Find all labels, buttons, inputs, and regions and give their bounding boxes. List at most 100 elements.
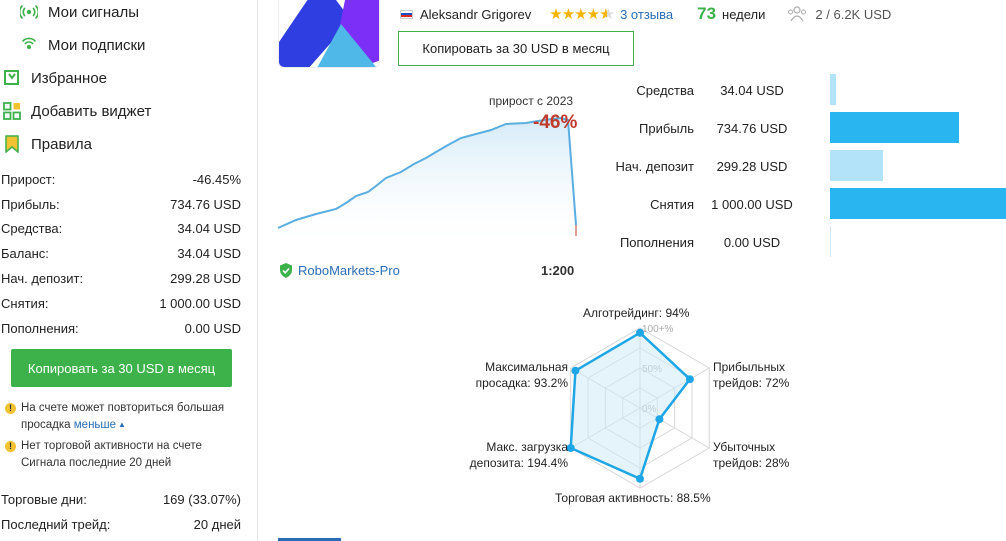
- warning-drawdown: ! На счете может повториться большая про…: [5, 400, 250, 433]
- money-bar: [830, 150, 883, 181]
- nav-label: Мои подписки: [48, 37, 145, 54]
- author-name[interactable]: Aleksandr Grigorev: [420, 7, 531, 22]
- radar-label-line: депозита: 194.4%: [470, 456, 568, 470]
- stat-label: Баланс:: [1, 246, 49, 261]
- favorites-icon: [3, 69, 21, 87]
- nav-my-subscriptions[interactable]: Мои подписки: [20, 33, 145, 57]
- subscribers-info: 2 / 6.2K USD: [787, 6, 891, 22]
- stat-value: -46.45%: [193, 172, 241, 187]
- stat-value: 734.76 USD: [170, 197, 241, 212]
- radar-label-profitable: Прибыльных трейдов: 72%: [713, 359, 789, 391]
- radar-label-activity: Торговая активность: 88.5%: [555, 490, 711, 506]
- stat-row: Последний трейд: 20 дней: [1, 512, 241, 537]
- money-label: Прибыль: [600, 121, 694, 136]
- money-row: Пополнения 0.00 USD: [600, 223, 1006, 261]
- stat-row: Прибыль: 734.76 USD: [1, 192, 241, 217]
- leverage-value: 1:200: [541, 263, 574, 278]
- stat-row: Снятия: 1 000.00 USD: [1, 291, 241, 316]
- stat-row: Средства: 34.04 USD: [1, 217, 241, 242]
- signal-logo: [278, 0, 380, 68]
- stat-value: 34.04 USD: [177, 221, 241, 236]
- growth-value: -46%: [533, 112, 577, 134]
- stat-value: 0.00 USD: [185, 321, 241, 336]
- nav-my-signals[interactable]: Мои сигналы: [20, 0, 139, 24]
- copy-subscribe-outline-button[interactable]: Копировать за 30 USD в месяц: [398, 31, 634, 66]
- warning-text-wrap: На счете может повториться большая проса…: [21, 400, 250, 433]
- weeks-count: 73: [697, 4, 716, 24]
- stat-label: Нач. депозит:: [1, 271, 83, 286]
- rules-icon: [3, 135, 21, 153]
- nav-label: Добавить виджет: [31, 103, 151, 120]
- warning-inactivity: ! Нет торговой активности на счете Сигна…: [5, 438, 235, 471]
- stat-row: Торговые дни: 169 (33.07%): [1, 487, 241, 512]
- subscribers-value: 2 / 6.2K USD: [815, 7, 891, 22]
- broker-link[interactable]: RoboMarkets-Pro: [279, 263, 400, 278]
- nav-label: Избранное: [31, 70, 107, 87]
- broker-name: RoboMarkets-Pro: [298, 263, 400, 278]
- nav-rules[interactable]: Правила: [3, 132, 92, 156]
- money-value: 1 000.00 USD: [700, 197, 804, 212]
- stat-row: Нач. депозит: 299.28 USD: [1, 266, 241, 291]
- stat-label: Прирост:: [1, 172, 55, 187]
- stat-label: Торговые дни:: [1, 492, 87, 507]
- radar-label-line: Прибыльных: [713, 360, 785, 374]
- warning-icon: !: [5, 441, 16, 452]
- author-line: Aleksandr Grigorev ★★★★★★ 3 отзыва 73 не…: [400, 4, 891, 24]
- radar-label-drawdown: Максимальная просадка: 93.2%: [462, 359, 568, 391]
- nav-add-widget[interactable]: Добавить виджет: [3, 99, 151, 123]
- nav-label: Правила: [31, 136, 92, 153]
- signal-icon: [20, 3, 38, 21]
- russia-flag-icon: [400, 10, 413, 19]
- money-bar: [830, 188, 1006, 219]
- stat-label: Прибыль:: [1, 197, 60, 212]
- money-bar: [830, 74, 836, 105]
- stat-label: Последний трейд:: [1, 517, 110, 532]
- radar-value-area: [571, 333, 690, 479]
- stat-row: Баланс: 34.04 USD: [1, 241, 241, 266]
- money-bar: [830, 112, 959, 143]
- stat-row: Прирост: -46.45%: [1, 167, 241, 192]
- money-bar: [830, 226, 831, 257]
- stat-label: Средства:: [1, 221, 62, 236]
- radar-label-line: трейдов: 72%: [713, 376, 789, 390]
- money-label: Средства: [600, 83, 694, 98]
- radar-value-point: [636, 475, 644, 483]
- money-row: Прибыль 734.76 USD: [600, 109, 1006, 147]
- growth-area: [278, 118, 576, 240]
- radar-label-line: трейдов: 28%: [713, 456, 789, 470]
- money-label: Нач. депозит: [600, 159, 694, 174]
- radar-value-point: [636, 329, 644, 337]
- radar-tick-label: 100+%: [642, 324, 674, 335]
- money-label: Снятия: [600, 197, 694, 212]
- less-link[interactable]: меньше ▲: [74, 419, 126, 431]
- money-label: Пополнения: [600, 235, 694, 250]
- stat-row: Пополнения: 0.00 USD: [1, 316, 241, 341]
- radar-label-algo: Алготрейдинг: 94%: [583, 305, 689, 321]
- radar-value-point: [571, 367, 579, 375]
- subscriptions-icon: [20, 36, 38, 54]
- radar-label-load: Макс. загрузка депозита: 194.4%: [462, 439, 568, 471]
- triangle-up-icon: ▲: [118, 420, 126, 429]
- stat-label: Снятия:: [1, 296, 48, 311]
- copy-subscribe-button[interactable]: Копировать за 30 USD в месяц: [11, 349, 232, 387]
- warning-text: Нет торговой активности на счете Сигнала…: [21, 438, 235, 471]
- reviews-link[interactable]: 3 отзыва: [620, 7, 673, 22]
- nav-favorites[interactable]: Избранное: [3, 66, 107, 90]
- stat-value: 169 (33.07%): [163, 492, 241, 507]
- sidebar-stats-trading: Торговые дни: 169 (33.07%) Последний трей…: [1, 487, 241, 537]
- weeks-label: недели: [722, 7, 765, 22]
- stat-value: 1 000.00 USD: [159, 296, 241, 311]
- money-value: 0.00 USD: [700, 235, 804, 250]
- radar-value-point: [686, 375, 694, 383]
- stat-value: 34.04 USD: [177, 246, 241, 261]
- sidebar: Мои сигналы Мои подписки Избранное Добав…: [0, 0, 258, 541]
- growth-since-label: прирост с 2023: [489, 94, 573, 108]
- money-row: Снятия 1 000.00 USD: [600, 185, 1006, 223]
- money-row: Нач. депозит 299.28 USD: [600, 147, 1006, 185]
- radar-label-line: Максимальная: [485, 360, 568, 374]
- radar-label-line: Убыточных: [713, 440, 775, 454]
- nav-label: Мои сигналы: [48, 4, 139, 21]
- radar-label-losing: Убыточных трейдов: 28%: [713, 439, 789, 471]
- radar-label-line: просадка: 93.2%: [476, 376, 568, 390]
- stat-value: 299.28 USD: [170, 271, 241, 286]
